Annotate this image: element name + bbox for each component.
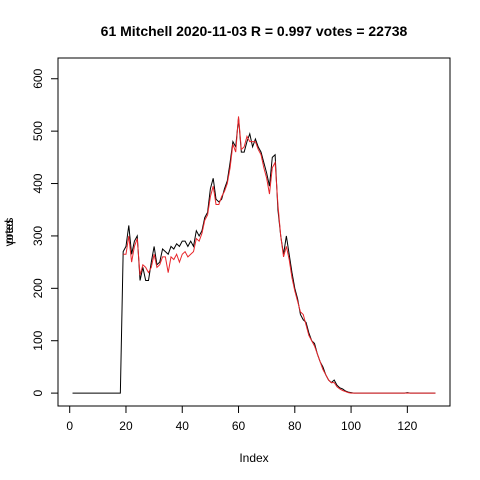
- series-line: [72, 117, 436, 394]
- y-tick-label: 500: [31, 121, 45, 141]
- y-axis-label: votes: [2, 218, 16, 247]
- x-tick-label: 20: [119, 419, 133, 433]
- x-tick-label: 0: [66, 419, 73, 433]
- y-tick-label: 300: [31, 226, 45, 246]
- y-axis-label: pred: [2, 220, 16, 244]
- x-tick-label: 120: [397, 419, 417, 433]
- chart-title: 61 Mitchell 2020-11-03 R = 0.997 votes =…: [101, 23, 408, 39]
- y-tick-label: 200: [31, 278, 45, 298]
- x-tick-label: 80: [288, 419, 302, 433]
- x-tick-label: 100: [341, 419, 361, 433]
- y-tick-label: 100: [31, 330, 45, 350]
- x-axis-label: Index: [239, 451, 268, 465]
- y-tick-label: 600: [31, 68, 45, 88]
- y-tick-label: 400: [31, 173, 45, 193]
- y-tick-label: 0: [31, 389, 45, 396]
- plot-frame: [57, 57, 451, 407]
- series-line: [123, 116, 436, 394]
- x-tick-label: 60: [232, 419, 246, 433]
- x-tick-label: 40: [176, 419, 190, 433]
